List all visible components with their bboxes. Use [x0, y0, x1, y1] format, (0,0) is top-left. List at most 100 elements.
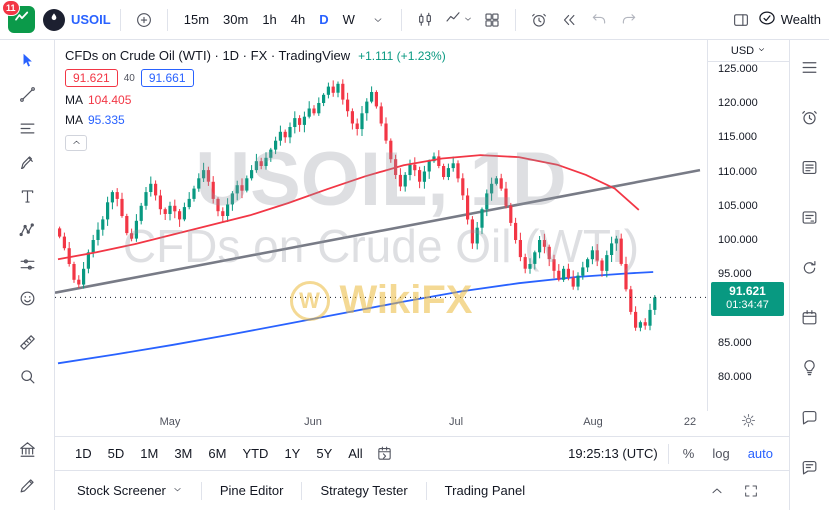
- time-tick: 22: [683, 416, 697, 428]
- zoom-in-tool[interactable]: [10, 361, 44, 395]
- tab-trading-panel[interactable]: Trading Panel: [427, 471, 543, 510]
- interval-chevron-down-icon[interactable]: [364, 6, 392, 34]
- chart-legend: CFDs on Crude Oil (WTI) · 1D · FX · Trad…: [65, 48, 446, 151]
- redo-button[interactable]: [615, 6, 643, 34]
- price-scale[interactable]: USD 91.621 01:34:47 125.000 120.000 115.00…: [707, 40, 789, 411]
- candles-style-button[interactable]: [411, 6, 439, 34]
- currency-label: USD: [730, 44, 755, 57]
- interval-1h[interactable]: 1h: [255, 7, 283, 33]
- broker-icon: [18, 440, 37, 462]
- legend-collapse-button[interactable]: [65, 135, 87, 151]
- cursor-tool[interactable]: [10, 45, 44, 79]
- broker-tool[interactable]: [10, 434, 44, 468]
- chart-pane[interactable]: USOIL, 1D CFDs on Crude Oil (WTI) W Wiki…: [55, 40, 707, 411]
- trend-line-tool[interactable]: [10, 79, 44, 113]
- ma-slow-legend[interactable]: MA 95.335: [65, 113, 446, 127]
- range-5d[interactable]: 5D: [100, 443, 133, 464]
- long-position-tool[interactable]: [10, 249, 44, 283]
- fullscreen-button[interactable]: [743, 483, 759, 499]
- ma-fast-legend[interactable]: MA 104.405: [65, 93, 446, 107]
- fib-retracement-tool[interactable]: [10, 113, 44, 147]
- data-window-icon: [800, 208, 819, 230]
- chat-button[interactable]: [793, 402, 827, 436]
- interval-d[interactable]: D: [312, 7, 335, 33]
- chart-settings-button[interactable]: [740, 412, 757, 432]
- fib-retracement-icon: [18, 119, 37, 141]
- alerts-button[interactable]: [793, 102, 827, 136]
- brush-tool[interactable]: [10, 147, 44, 181]
- log-scale-button[interactable]: log: [708, 444, 733, 463]
- ideas-button[interactable]: [793, 352, 827, 386]
- chart-style-button[interactable]: [441, 6, 476, 34]
- notification-badge[interactable]: 11: [2, 0, 20, 16]
- candlestick-chart[interactable]: [55, 40, 707, 411]
- comments-button[interactable]: [793, 452, 827, 486]
- range-all[interactable]: All: [340, 443, 370, 464]
- wikifx-logo-icon[interactable]: 11: [2, 0, 35, 33]
- emoji-icon: [18, 289, 37, 311]
- panel-toggle-button[interactable]: [727, 6, 755, 34]
- watchlist-icon: [800, 58, 819, 80]
- chart-title[interactable]: CFDs on Crude Oil (WTI) · 1D · FX · Trad…: [65, 48, 351, 63]
- auto-scale-button[interactable]: auto: [744, 444, 777, 463]
- interval-4h[interactable]: 4h: [284, 7, 312, 33]
- time-tick: Aug: [583, 416, 603, 428]
- currency-selector[interactable]: USD: [708, 40, 789, 62]
- news-button[interactable]: [793, 152, 827, 186]
- tab-pine-editor[interactable]: Pine Editor: [202, 471, 302, 510]
- price-tick: 80.000: [718, 371, 752, 383]
- bar-replay-button[interactable]: [555, 6, 583, 34]
- xabcd-pattern-tool[interactable]: [10, 215, 44, 249]
- sell-button[interactable]: 91.621: [65, 69, 118, 87]
- range-bar: 1D 5D 1M 3M 6M YTD 1Y 5Y All 19:25:13 (UTC) % lo…: [55, 436, 789, 470]
- spread-value: 40: [123, 72, 135, 84]
- watchlist-button[interactable]: [793, 52, 827, 86]
- compare-add-button[interactable]: [130, 6, 158, 34]
- publish-tool[interactable]: [10, 470, 44, 504]
- text-tool[interactable]: [10, 181, 44, 215]
- range-1y[interactable]: 1Y: [276, 443, 308, 464]
- ma-slow-label: MA: [65, 113, 83, 127]
- price-tick: 105.000: [718, 199, 758, 212]
- emoji-tool[interactable]: [10, 283, 44, 317]
- divider: [301, 481, 303, 500]
- percent-scale-button[interactable]: %: [679, 444, 699, 463]
- ruler-icon: [18, 333, 37, 355]
- tab-stock-screener[interactable]: Stock Screener: [59, 471, 201, 510]
- price-tick: 100.000: [718, 234, 758, 246]
- news-icon: [800, 158, 819, 180]
- undo-button[interactable]: [585, 6, 613, 34]
- utc-clock[interactable]: 19:25:13 (UTC): [568, 446, 658, 461]
- range-3m[interactable]: 3M: [166, 443, 200, 464]
- interval-15m[interactable]: 15m: [177, 7, 216, 33]
- go-to-date-button[interactable]: [371, 440, 399, 468]
- range-ytd[interactable]: YTD: [234, 443, 276, 464]
- interval-w[interactable]: W: [336, 7, 362, 33]
- range-6m[interactable]: 6M: [200, 443, 234, 464]
- range-5y[interactable]: 5Y: [308, 443, 340, 464]
- price-tick: 110.000: [718, 165, 757, 178]
- time-axis[interactable]: May Jun Jul Aug 22: [55, 411, 789, 436]
- alert-clock-button[interactable]: [525, 6, 553, 34]
- calendar-button[interactable]: [793, 302, 827, 336]
- buy-button[interactable]: 91.661: [140, 69, 194, 87]
- oil-drop-icon: [47, 11, 61, 28]
- chart-column: USOIL, 1D CFDs on Crude Oil (WTI) W Wiki…: [55, 40, 789, 510]
- wealth-menu[interactable]: Wealth: [757, 8, 821, 31]
- xabcd-pattern-icon: [18, 221, 37, 243]
- top-toolbar: 11 USOIL 15m 30m 1h 4h D W Wealth: [0, 0, 829, 40]
- range-1m[interactable]: 1M: [132, 443, 166, 464]
- divider: [514, 8, 516, 31]
- data-window-button[interactable]: [793, 202, 827, 236]
- layout-grid-button[interactable]: [478, 6, 506, 34]
- range-1d[interactable]: 1D: [67, 443, 100, 464]
- hotlists-button[interactable]: [793, 252, 827, 286]
- ma-fast-label: MA: [65, 93, 83, 107]
- panel-collapse-button[interactable]: [709, 483, 725, 499]
- ruler-tool[interactable]: [10, 327, 44, 361]
- divider: [200, 481, 202, 500]
- zoom-in-icon: [18, 367, 37, 389]
- interval-30m[interactable]: 30m: [216, 7, 255, 33]
- tab-strategy-tester[interactable]: Strategy Tester: [302, 471, 425, 510]
- symbol-button[interactable]: USOIL: [43, 8, 111, 31]
